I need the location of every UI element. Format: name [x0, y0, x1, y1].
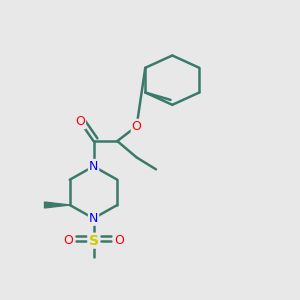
Text: N: N [89, 160, 98, 173]
Text: O: O [75, 115, 85, 128]
Text: O: O [114, 234, 124, 247]
Text: S: S [88, 234, 98, 248]
Text: O: O [63, 234, 73, 247]
Text: O: O [132, 120, 142, 133]
Text: N: N [89, 212, 98, 225]
Polygon shape [44, 202, 70, 208]
